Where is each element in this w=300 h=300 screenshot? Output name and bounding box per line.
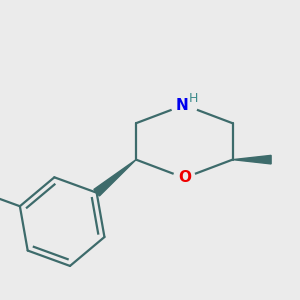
Text: H: H	[189, 92, 198, 105]
Text: O: O	[178, 170, 191, 185]
Circle shape	[171, 92, 197, 118]
Polygon shape	[232, 155, 271, 164]
Text: N: N	[176, 98, 188, 112]
Polygon shape	[94, 160, 136, 196]
Circle shape	[174, 167, 195, 189]
